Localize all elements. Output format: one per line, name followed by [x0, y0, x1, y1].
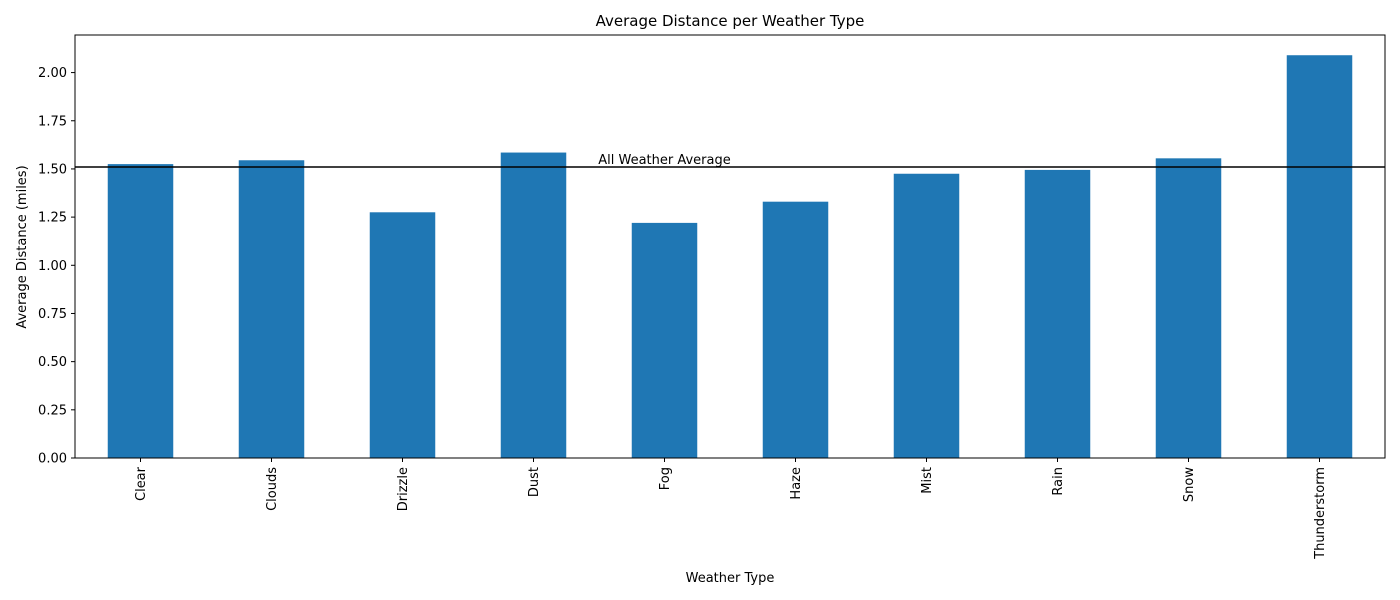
- y-tick-label: 1.50: [38, 162, 67, 177]
- y-tick-label: 0.75: [38, 307, 67, 322]
- x-tick-label: Fog: [658, 467, 673, 490]
- average-reference-label: All Weather Average: [598, 153, 731, 168]
- y-tick-label: 0.25: [38, 403, 67, 418]
- bar-rain: [1024, 169, 1091, 458]
- x-tick-label: Clouds: [265, 467, 280, 511]
- y-tick-label: 1.75: [38, 114, 67, 129]
- y-tick-label: 0.00: [38, 452, 67, 467]
- x-tick-label: Clear: [134, 466, 149, 501]
- x-tick-label: Dust: [527, 467, 542, 497]
- bar-mist: [893, 173, 960, 458]
- bar-thunderstorm: [1286, 55, 1353, 458]
- x-tick-label: Rain: [1051, 467, 1066, 496]
- bar-clouds: [238, 160, 305, 458]
- bar-fog: [631, 222, 698, 458]
- reference-line-layer: All Weather Average: [75, 153, 1385, 168]
- x-tick-label: Mist: [920, 467, 935, 494]
- bar-drizzle: [369, 212, 436, 458]
- y-tick-label: 0.50: [38, 355, 67, 370]
- bar-snow: [1155, 158, 1222, 458]
- axes-layer: 0.00 0.25 0.50 0.75 1.00 1.25 1.50 1.75 2.00 Clea…: [38, 34, 1386, 560]
- chart-title: Average Distance per Weather Type: [596, 12, 865, 30]
- y-tick-label: 1.00: [38, 259, 67, 274]
- y-tick-label: 1.25: [38, 211, 67, 226]
- y-axis-label: Average Distance (miles): [15, 165, 30, 328]
- x-axis-label: Weather Type: [686, 571, 775, 586]
- x-tick-label: Haze: [789, 467, 804, 500]
- plot-frame: [74, 34, 1386, 459]
- bar-haze: [762, 201, 829, 458]
- x-tick-label: Thunderstorm: [1313, 467, 1328, 560]
- y-tick-label: 2.00: [38, 66, 67, 81]
- bar-dust: [500, 152, 567, 459]
- bar-clear: [107, 164, 174, 458]
- x-tick-label: Snow: [1182, 467, 1197, 502]
- bars-layer: [107, 55, 1353, 459]
- x-tick-label: Drizzle: [396, 467, 411, 511]
